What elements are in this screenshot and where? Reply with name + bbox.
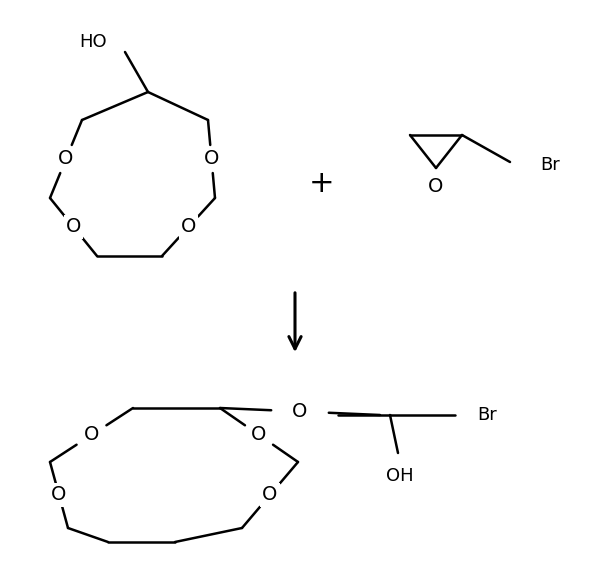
Text: O: O: [58, 149, 74, 169]
Text: OH: OH: [386, 467, 414, 485]
Text: O: O: [204, 149, 219, 169]
Text: O: O: [66, 217, 81, 236]
Text: O: O: [251, 426, 266, 444]
Text: Br: Br: [540, 156, 560, 174]
Text: O: O: [181, 217, 196, 236]
Text: O: O: [292, 402, 308, 421]
Text: O: O: [262, 486, 278, 505]
Text: O: O: [428, 177, 443, 196]
Text: +: +: [309, 169, 335, 197]
Text: O: O: [52, 486, 67, 505]
Text: O: O: [84, 426, 99, 444]
Text: HO: HO: [79, 33, 107, 51]
Text: Br: Br: [477, 406, 497, 424]
